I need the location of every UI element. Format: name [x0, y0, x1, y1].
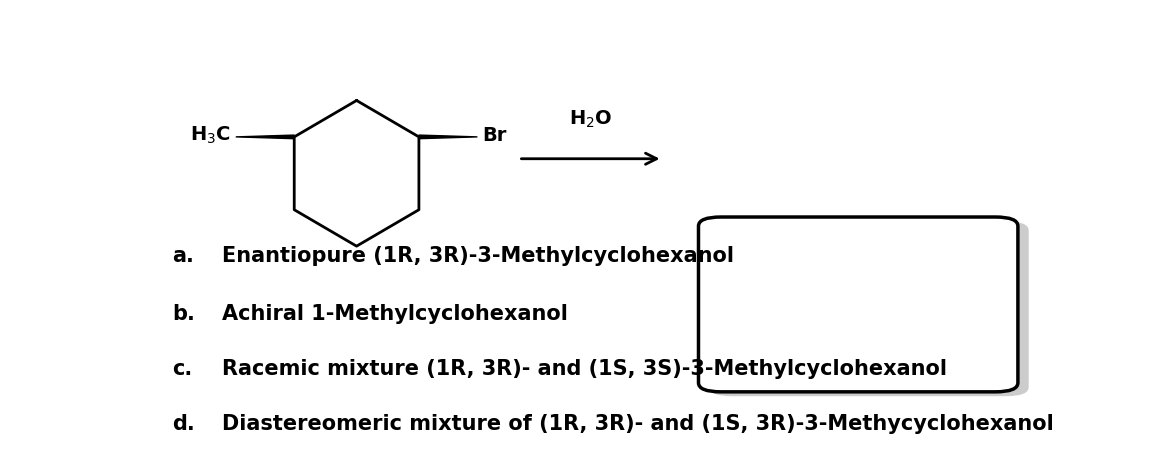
Text: H$_3$C: H$_3$C [190, 124, 231, 146]
Text: Racemic mixture (1R, 3R)- and (1S, 3S)-3-Methylcyclohexanol: Racemic mixture (1R, 3R)- and (1S, 3S)-3… [222, 359, 946, 379]
Polygon shape [236, 135, 294, 139]
Text: b.: b. [172, 305, 195, 324]
Text: Br: Br [482, 125, 506, 145]
Text: d.: d. [172, 414, 195, 434]
Text: H$_2$O: H$_2$O [569, 108, 612, 130]
Text: a.: a. [172, 246, 194, 266]
Text: c.: c. [172, 359, 193, 379]
Polygon shape [419, 135, 477, 139]
FancyBboxPatch shape [709, 221, 1029, 396]
Text: Diastereomeric mixture of (1R, 3R)- and (1S, 3R)-3-Methycyclohexanol: Diastereomeric mixture of (1R, 3R)- and … [222, 414, 1053, 434]
Text: Achiral 1-Methylcyclohexanol: Achiral 1-Methylcyclohexanol [222, 305, 568, 324]
FancyBboxPatch shape [699, 217, 1018, 392]
Text: Enantiopure (1R, 3R)-3-Methylcyclohexanol: Enantiopure (1R, 3R)-3-Methylcyclohexano… [222, 246, 734, 266]
